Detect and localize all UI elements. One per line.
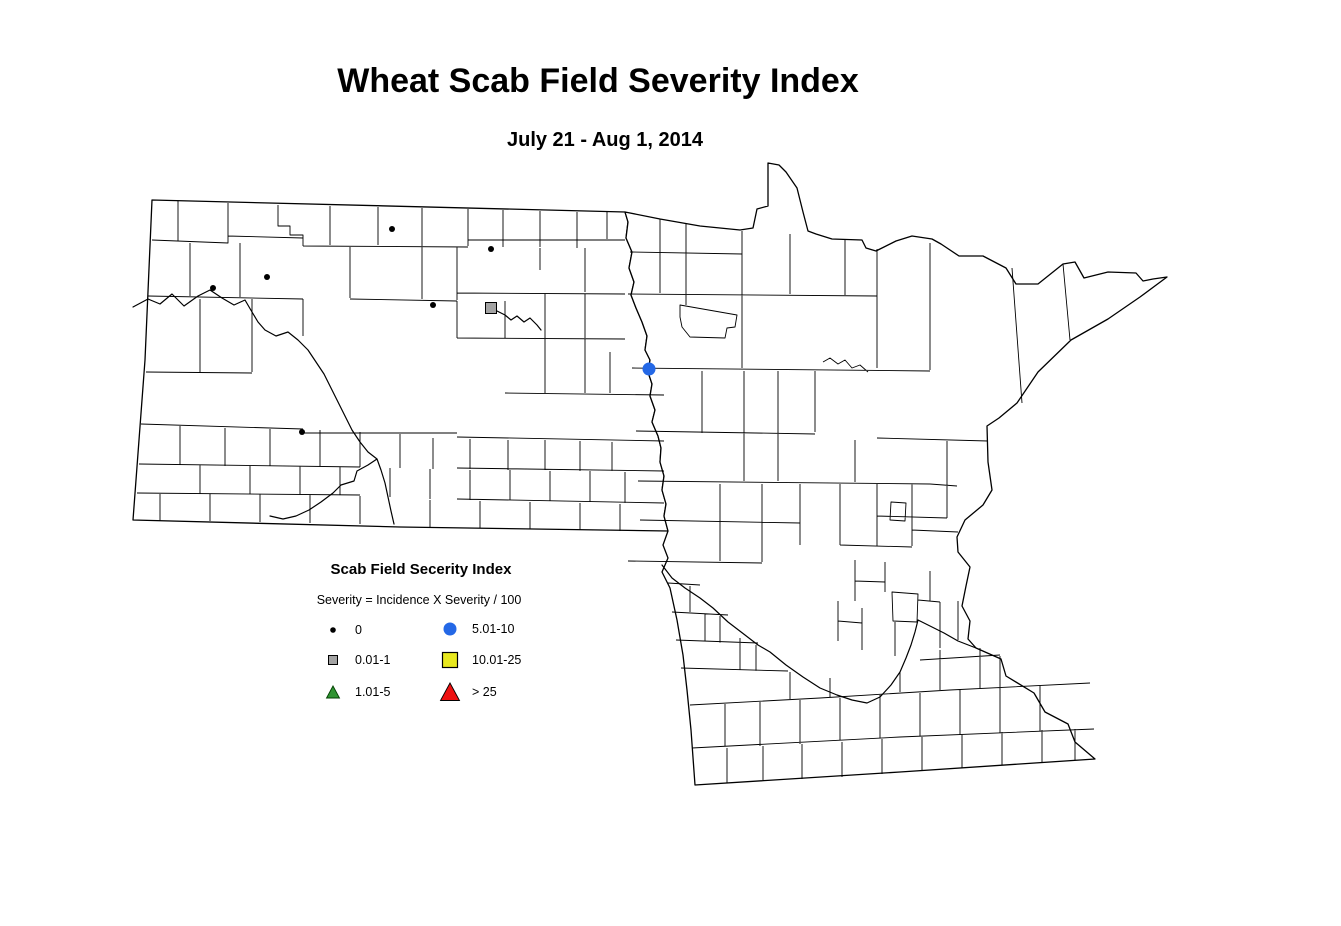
legend-item-2: 1.01-5 — [321, 681, 390, 703]
legend-item-4: 10.01-25 — [438, 649, 521, 671]
north-dakota-county-lines — [136, 201, 665, 531]
minnesota-outline — [624, 162, 1168, 786]
marker-dot-black — [488, 246, 494, 252]
legend-item-label: 1.01-5 — [355, 685, 391, 699]
missouri-river — [132, 289, 542, 525]
legend-item-3: 5.01-10 — [438, 618, 514, 640]
marker-dot-black — [264, 274, 270, 280]
red-triangle-icon — [438, 681, 462, 703]
blue-circle-icon — [438, 618, 462, 640]
green-triangle-icon — [321, 681, 345, 703]
legend-item-5: > 25 — [438, 681, 497, 703]
legend-item-label: > 25 — [472, 685, 497, 699]
legend-title: Scab Field Secerity Index — [330, 561, 512, 578]
legend-item-label: 10.01-25 — [472, 653, 522, 667]
marker-dot-black — [389, 226, 395, 232]
marker-circle-blue — [642, 362, 656, 376]
marker-dot-black — [210, 285, 216, 291]
gray-square-icon — [321, 649, 345, 671]
marker-square-gray — [485, 302, 497, 314]
black-dot-icon — [321, 619, 345, 641]
legend-item-0: 0 — [321, 619, 362, 641]
yellow-square-icon — [438, 649, 462, 671]
north-dakota-outline — [132, 199, 669, 532]
legend-item-label: 0 — [355, 623, 362, 637]
legend-item-label: 0.01-1 — [355, 653, 391, 667]
legend-item-1: 0.01-1 — [321, 649, 390, 671]
marker-dot-black — [299, 429, 305, 435]
minnesota-river — [661, 564, 977, 704]
page-subtitle: July 21 - Aug 1, 2014 — [506, 129, 703, 151]
legend-formula: Severity = Incidence X Severity / 100 — [316, 593, 522, 607]
marker-dot-black — [430, 302, 436, 308]
map-markers — [210, 226, 656, 435]
legend-item-label: 5.01-10 — [472, 622, 515, 636]
page-title: Wheat Scab Field Severity Index — [337, 62, 859, 100]
